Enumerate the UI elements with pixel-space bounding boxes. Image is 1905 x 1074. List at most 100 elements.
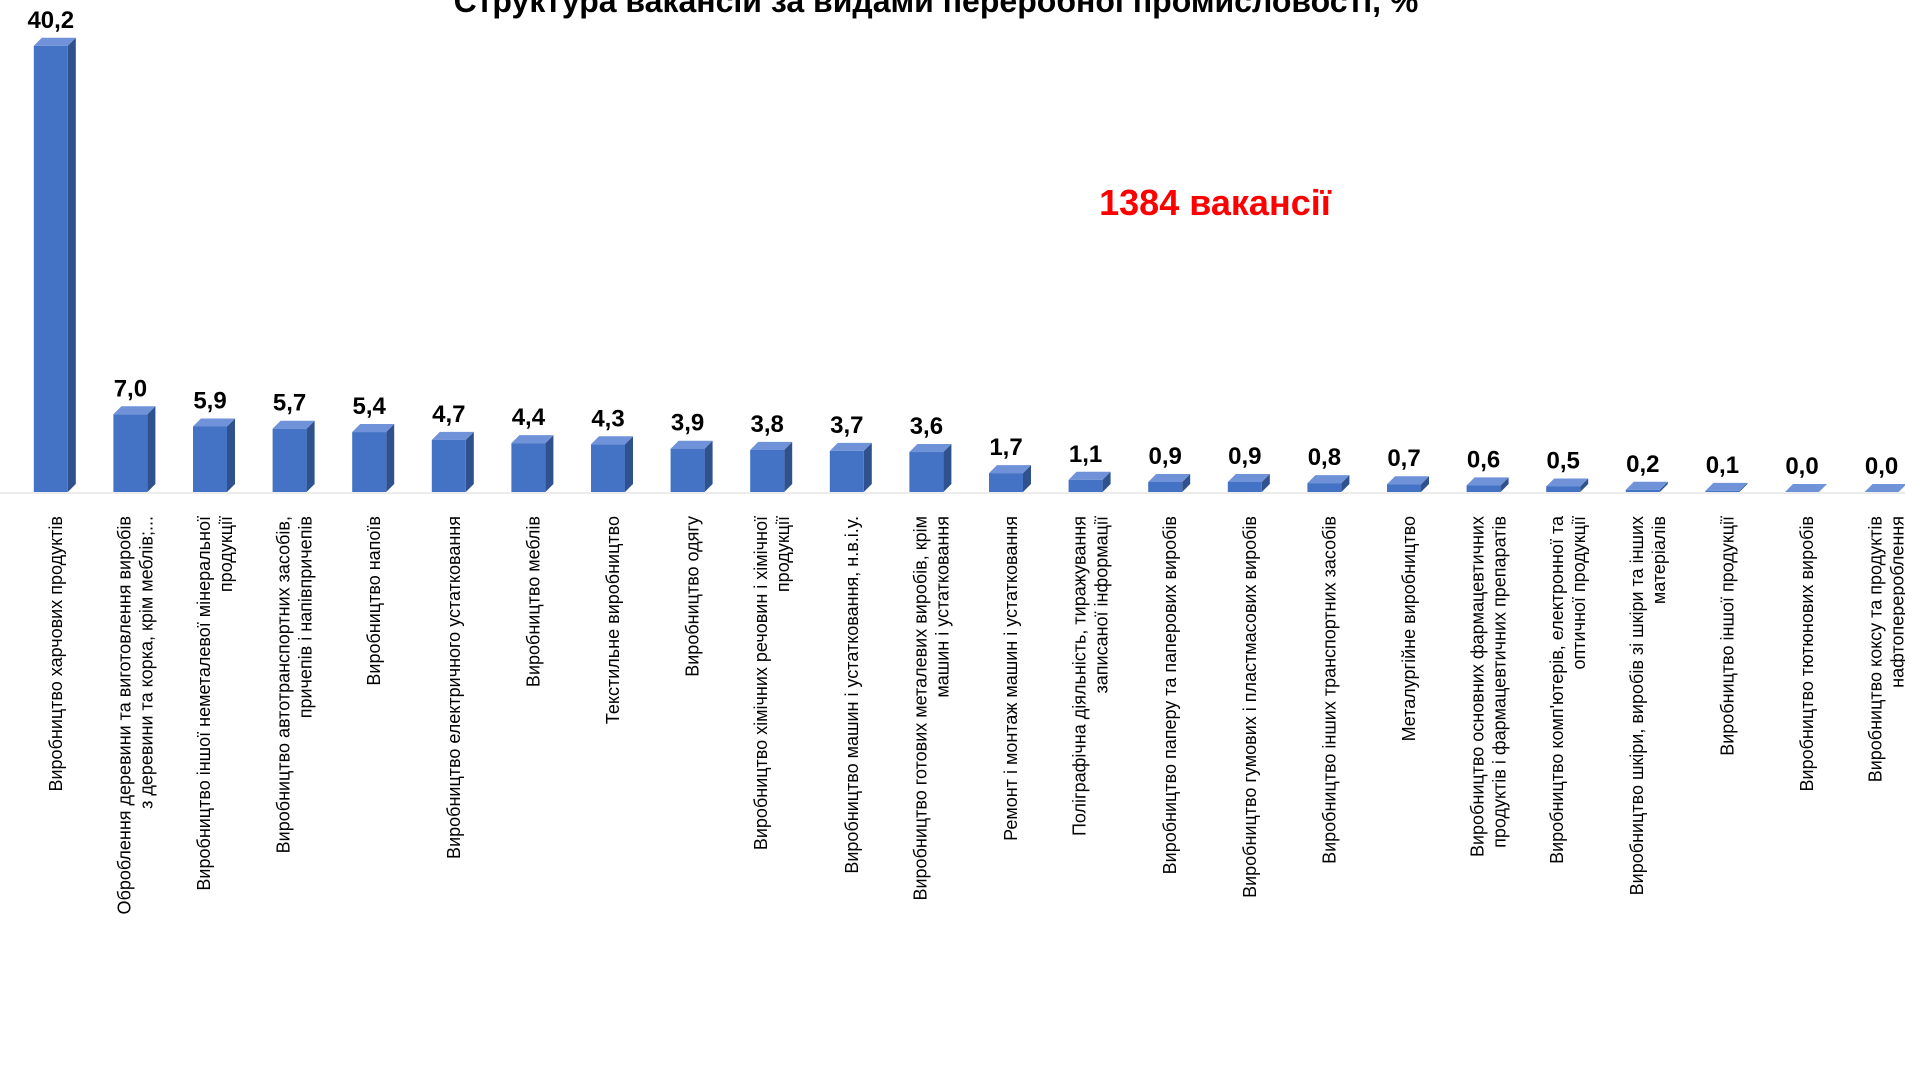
bar-front bbox=[989, 473, 1023, 492]
bar bbox=[33, 37, 76, 492]
value-label: 0,9 bbox=[1149, 443, 1182, 470]
bar-front bbox=[1466, 485, 1501, 492]
bar-side bbox=[227, 418, 235, 492]
bar-top bbox=[591, 436, 633, 445]
bar bbox=[591, 436, 633, 492]
bar-front bbox=[272, 428, 307, 492]
bar-side bbox=[625, 436, 633, 492]
bar-top bbox=[1307, 475, 1350, 484]
value-label: 7,0 bbox=[114, 375, 147, 402]
bar-side bbox=[306, 420, 315, 492]
value-label: 1,7 bbox=[989, 434, 1022, 461]
bar bbox=[1227, 474, 1270, 492]
value-label: 4,4 bbox=[512, 404, 546, 431]
bar-side bbox=[1739, 482, 1748, 492]
value-label: 3,9 bbox=[671, 410, 704, 437]
bar-top bbox=[909, 444, 952, 453]
bar-top bbox=[1068, 471, 1111, 480]
bar-top bbox=[1466, 477, 1509, 486]
bar bbox=[1705, 482, 1748, 492]
x-tick-label: Виробництво напоїв bbox=[364, 516, 384, 686]
x-tick-label: Оброблення деревини та виготовлення виро… bbox=[114, 516, 156, 914]
bar-front bbox=[1307, 483, 1342, 492]
bar-side bbox=[1261, 474, 1270, 492]
bar-front bbox=[1625, 489, 1660, 492]
bar-top bbox=[1227, 474, 1270, 483]
bar-top bbox=[989, 465, 1031, 474]
x-tick-label: Виробництво харчових продуктів bbox=[46, 516, 66, 792]
x-tick-label: Виробництво інших транспортних засобів bbox=[1319, 516, 1339, 864]
value-label: 0,2 bbox=[1626, 451, 1659, 478]
bar-front bbox=[352, 432, 387, 492]
value-label: 0,5 bbox=[1547, 447, 1580, 474]
bar-side bbox=[943, 444, 952, 492]
bar-front bbox=[909, 452, 944, 492]
bar-top bbox=[1546, 478, 1589, 487]
bar-top bbox=[1148, 474, 1191, 483]
bar bbox=[1546, 478, 1589, 492]
bar-front bbox=[829, 450, 864, 492]
x-tick-label: Виробництво іншої продукції bbox=[1717, 516, 1737, 756]
bar-top bbox=[193, 418, 235, 427]
x-tick-label: Виробництво шкіри, виробів зі шкіри та і… bbox=[1627, 516, 1669, 895]
bar bbox=[431, 431, 474, 492]
bar bbox=[1307, 475, 1350, 492]
bar-top bbox=[1864, 484, 1905, 492]
value-label: 5,7 bbox=[273, 390, 306, 417]
bar-side bbox=[1182, 474, 1191, 492]
value-label: 0,6 bbox=[1467, 446, 1500, 473]
bar bbox=[1625, 481, 1668, 492]
bar bbox=[989, 465, 1031, 492]
bar-top bbox=[352, 424, 395, 433]
bar-top bbox=[272, 420, 315, 429]
bar-front bbox=[670, 448, 705, 492]
x-tick-label: Виробництво основних фармацевтичних проду… bbox=[1467, 516, 1509, 857]
bar bbox=[511, 435, 554, 492]
bar bbox=[750, 441, 793, 492]
annotation: 1384 вакансії bbox=[1099, 182, 1332, 223]
x-tick-label: Металургійне виробництво bbox=[1399, 516, 1419, 741]
bar-side bbox=[147, 406, 156, 492]
bar bbox=[670, 440, 713, 492]
x-tick-label: Виробництво машин і устатковання, н.в.і.… bbox=[842, 516, 862, 874]
x-tick-label: Виробництво іншої неметалевої мінерально… bbox=[194, 516, 236, 891]
bar-top bbox=[829, 442, 872, 451]
bar-top bbox=[113, 406, 156, 415]
bar bbox=[352, 424, 395, 492]
value-label: 40,2 bbox=[27, 7, 74, 34]
value-label: 0,8 bbox=[1308, 444, 1341, 471]
x-tick-label: Виробництво комп'ютерів, електронної та о… bbox=[1547, 515, 1589, 864]
bar-top bbox=[431, 431, 474, 440]
x-tick-label: Ремонт і монтаж машин і устатковання bbox=[1001, 516, 1021, 841]
bar-front bbox=[193, 426, 227, 492]
x-tick-label: Текстильне виробництво bbox=[603, 516, 623, 724]
bar-top bbox=[1785, 484, 1827, 492]
bar-side bbox=[1023, 465, 1031, 492]
bar bbox=[1387, 476, 1429, 492]
bar-side bbox=[1659, 481, 1668, 492]
bar bbox=[272, 420, 315, 492]
value-label: 4,7 bbox=[432, 401, 465, 428]
bar bbox=[1148, 474, 1191, 492]
bar-side bbox=[1102, 471, 1111, 492]
bar-front bbox=[591, 444, 625, 492]
bar bbox=[829, 442, 872, 492]
bar-side bbox=[1421, 476, 1429, 492]
bar-front bbox=[431, 439, 466, 492]
value-label: 3,7 bbox=[830, 412, 863, 439]
x-tick-label: Виробництво паперу та паперових виробів bbox=[1160, 516, 1180, 874]
bar-top bbox=[33, 37, 76, 46]
bar-front bbox=[33, 45, 68, 492]
x-tick-label: Виробництво тютюнових виробів bbox=[1797, 516, 1817, 791]
chart-title: Структура вакансій за видами переробної … bbox=[454, 0, 1419, 19]
bar-top bbox=[750, 441, 793, 450]
bar-side bbox=[1580, 478, 1589, 492]
bar-side bbox=[465, 431, 474, 492]
x-tick-label: Виробництво меблів bbox=[523, 516, 543, 687]
value-label: 3,6 bbox=[910, 413, 943, 440]
bar bbox=[1466, 477, 1509, 492]
x-tick-label: Виробництво готових металевих виробів, к… bbox=[910, 516, 952, 901]
bar-side bbox=[1341, 475, 1350, 492]
x-tick-label: Виробництво одягу bbox=[682, 516, 702, 677]
